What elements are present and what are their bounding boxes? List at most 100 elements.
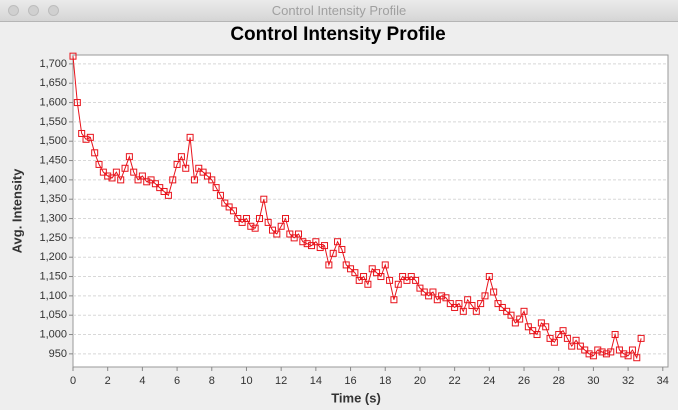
y-tick-label: 1,150 bbox=[39, 270, 67, 282]
data-point bbox=[633, 354, 641, 362]
data-point bbox=[295, 230, 303, 238]
data-point bbox=[108, 174, 116, 182]
data-point bbox=[368, 265, 376, 273]
data-point bbox=[130, 168, 138, 176]
data-point bbox=[190, 176, 198, 184]
data-point bbox=[338, 245, 346, 253]
data-point bbox=[173, 160, 181, 168]
data-point bbox=[212, 184, 220, 192]
y-tick-label: 1,000 bbox=[39, 328, 67, 340]
data-point bbox=[164, 191, 172, 199]
close-button[interactable] bbox=[8, 5, 19, 16]
data-point bbox=[147, 176, 155, 184]
y-tick-label: 1,700 bbox=[39, 58, 67, 70]
data-point bbox=[91, 149, 99, 157]
data-point bbox=[251, 224, 259, 232]
data-point bbox=[242, 215, 250, 223]
data-point bbox=[177, 153, 185, 161]
data-point bbox=[624, 352, 632, 360]
data-point bbox=[312, 238, 320, 246]
data-point bbox=[329, 249, 337, 257]
y-tick-label: 1,600 bbox=[39, 96, 67, 108]
data-point bbox=[498, 303, 506, 311]
data-point bbox=[568, 342, 576, 350]
data-point bbox=[95, 160, 103, 168]
data-point bbox=[342, 261, 350, 269]
y-tick-label: 1,200 bbox=[39, 251, 67, 263]
data-point bbox=[121, 164, 129, 172]
data-point bbox=[390, 296, 398, 304]
data-point bbox=[186, 133, 194, 141]
x-tick-label: 8 bbox=[209, 375, 215, 387]
x-tick-label: 10 bbox=[240, 375, 252, 387]
y-tick-label: 1,450 bbox=[39, 154, 67, 166]
data-point bbox=[69, 52, 77, 60]
data-point bbox=[282, 215, 289, 223]
data-point bbox=[416, 284, 424, 292]
data-point bbox=[503, 307, 511, 315]
data-point bbox=[602, 350, 610, 358]
x-tick-label: 26 bbox=[518, 375, 530, 387]
minimize-button[interactable] bbox=[28, 5, 39, 16]
data-point bbox=[511, 319, 519, 327]
data-point bbox=[433, 296, 441, 304]
data-point bbox=[581, 346, 589, 354]
data-point bbox=[464, 296, 472, 304]
y-axis-label: Avg. Intensity bbox=[9, 168, 24, 254]
data-point bbox=[78, 129, 86, 137]
x-tick-label: 12 bbox=[275, 375, 287, 387]
data-point bbox=[238, 218, 246, 226]
x-tick-label: 22 bbox=[449, 375, 461, 387]
data-point bbox=[299, 238, 307, 246]
data-point bbox=[277, 222, 285, 230]
chart: Control Intensity Profile Time (s) Avg. … bbox=[0, 22, 678, 410]
data-point bbox=[364, 280, 372, 288]
x-tick-label: 28 bbox=[553, 375, 565, 387]
data-point bbox=[360, 273, 368, 281]
x-tick-label: 14 bbox=[310, 375, 322, 387]
data-point bbox=[82, 135, 90, 143]
x-tick-label: 16 bbox=[344, 375, 356, 387]
data-point bbox=[459, 307, 467, 315]
y-tick-label: 1,500 bbox=[39, 135, 67, 147]
data-point bbox=[229, 207, 237, 215]
data-point bbox=[425, 292, 433, 300]
data-point bbox=[99, 168, 107, 176]
data-point bbox=[516, 315, 524, 323]
data-point bbox=[533, 331, 541, 339]
data-point bbox=[507, 311, 515, 319]
x-tick-label: 34 bbox=[657, 375, 669, 387]
x-tick-label: 6 bbox=[174, 375, 180, 387]
data-point bbox=[286, 230, 294, 238]
data-point bbox=[347, 265, 355, 273]
data-point bbox=[156, 184, 164, 192]
data-point bbox=[572, 336, 580, 344]
data-point bbox=[373, 269, 381, 277]
x-axis-label: Time (s) bbox=[331, 390, 381, 405]
data-point bbox=[386, 276, 394, 284]
zoom-button[interactable] bbox=[48, 5, 59, 16]
window-title: Control Intensity Profile bbox=[271, 3, 407, 18]
data-point bbox=[134, 176, 142, 184]
data-point bbox=[73, 99, 81, 107]
y-tick-label: 1,550 bbox=[39, 116, 67, 128]
plot-area bbox=[72, 54, 669, 368]
y-tick-label: 1,100 bbox=[39, 290, 67, 302]
data-point bbox=[468, 302, 476, 310]
data-point bbox=[208, 176, 216, 184]
data-point bbox=[316, 244, 324, 252]
data-point bbox=[195, 164, 203, 172]
data-point bbox=[182, 164, 190, 172]
data-point bbox=[520, 307, 528, 315]
data-point bbox=[451, 303, 459, 311]
data-point bbox=[169, 176, 177, 184]
data-point bbox=[255, 215, 263, 223]
data-point bbox=[537, 319, 545, 327]
data-point bbox=[420, 288, 428, 296]
x-tick-label: 24 bbox=[483, 375, 495, 387]
data-point bbox=[550, 338, 558, 346]
x-tick-label: 32 bbox=[622, 375, 634, 387]
data-point bbox=[490, 288, 498, 296]
data-point bbox=[524, 323, 532, 331]
data-point bbox=[216, 191, 224, 199]
